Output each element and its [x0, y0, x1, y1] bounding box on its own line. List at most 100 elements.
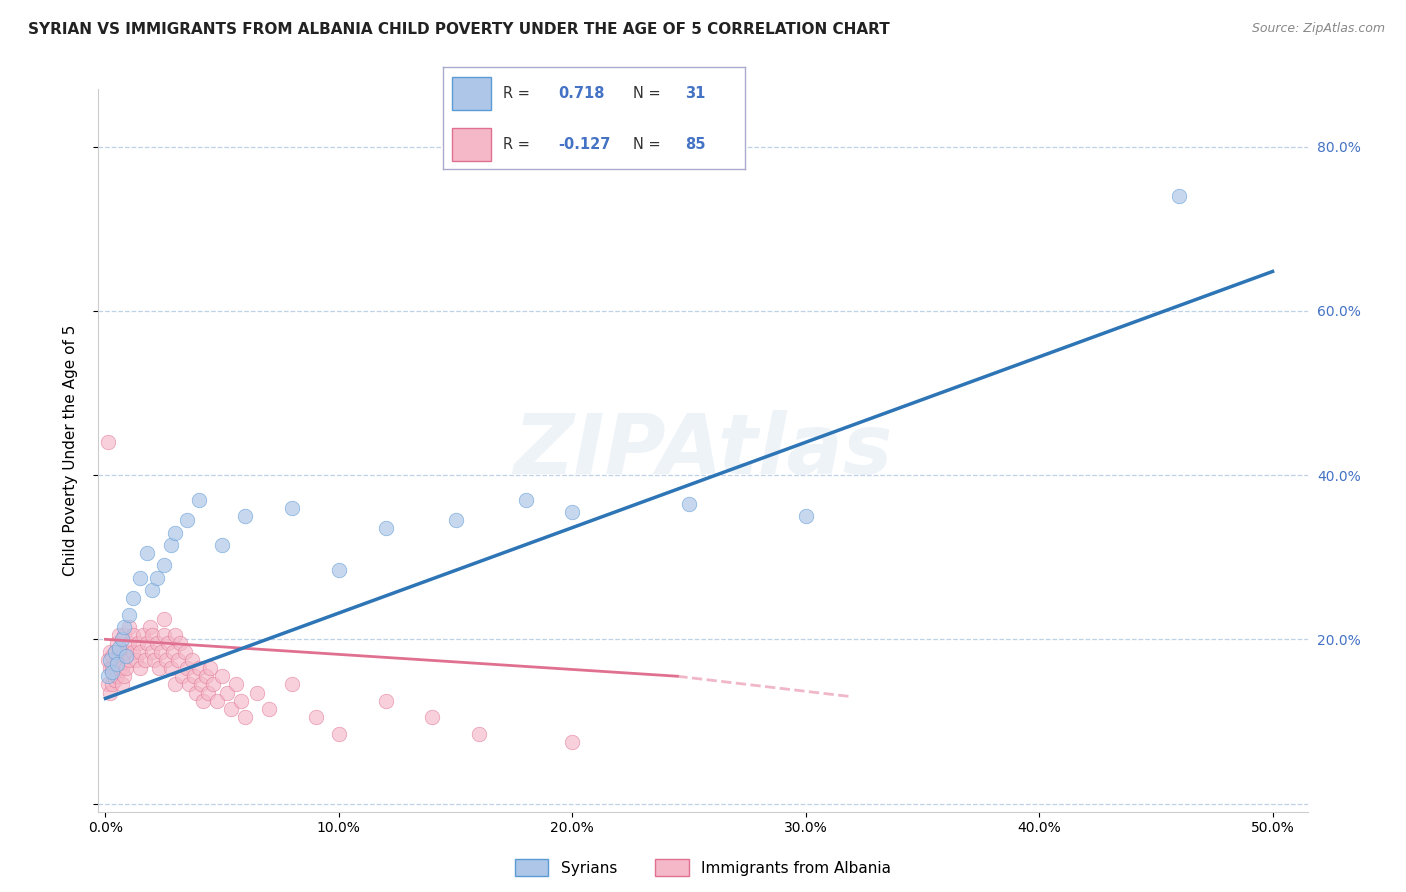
Point — [105, 669, 128, 683]
Point — [221, 702, 243, 716]
Point — [211, 538, 233, 552]
Point — [159, 538, 181, 552]
Point — [112, 628, 135, 642]
Point — [115, 648, 138, 663]
Point — [794, 509, 817, 524]
Point — [201, 677, 224, 691]
Point — [187, 661, 209, 675]
Point — [211, 669, 233, 683]
Point — [112, 669, 135, 683]
Point — [200, 661, 222, 675]
Point — [176, 513, 198, 527]
Point — [148, 661, 170, 675]
Text: 0.718: 0.718 — [558, 86, 605, 101]
Point — [246, 686, 269, 700]
Point — [235, 710, 257, 724]
Point — [118, 636, 141, 650]
Point — [112, 645, 135, 659]
Point — [108, 628, 131, 642]
Point — [374, 694, 396, 708]
Point — [187, 492, 209, 507]
Point — [304, 710, 326, 724]
Point — [190, 677, 212, 691]
Text: ZIPAtlas: ZIPAtlas — [513, 410, 893, 491]
Point — [374, 521, 396, 535]
Point — [136, 636, 159, 650]
Point — [118, 620, 141, 634]
Point — [118, 607, 141, 622]
Text: Source: ZipAtlas.com: Source: ZipAtlas.com — [1251, 22, 1385, 36]
Point — [159, 661, 181, 675]
Point — [193, 694, 215, 708]
Point — [101, 661, 124, 675]
Point — [108, 645, 131, 659]
Point — [129, 645, 152, 659]
Point — [97, 435, 120, 450]
Point — [225, 677, 247, 691]
Point — [169, 636, 191, 650]
Text: N =: N = — [633, 137, 661, 153]
Text: SYRIAN VS IMMIGRANTS FROM ALBANIA CHILD POVERTY UNDER THE AGE OF 5 CORRELATION C: SYRIAN VS IMMIGRANTS FROM ALBANIA CHILD … — [28, 22, 890, 37]
Point — [115, 645, 138, 659]
Text: N =: N = — [633, 86, 661, 101]
Point — [183, 669, 205, 683]
Point — [122, 645, 145, 659]
Point — [197, 686, 219, 700]
Point — [118, 653, 141, 667]
Point — [108, 640, 131, 655]
Point — [155, 653, 177, 667]
Point — [165, 525, 187, 540]
Point — [105, 657, 128, 671]
Point — [97, 677, 120, 691]
Point — [166, 653, 188, 667]
Point — [150, 645, 173, 659]
Point — [152, 628, 174, 642]
Point — [176, 661, 198, 675]
Point — [468, 727, 491, 741]
Point — [101, 677, 124, 691]
Point — [111, 661, 134, 675]
Point — [146, 571, 169, 585]
Point — [186, 686, 208, 700]
Point — [172, 669, 194, 683]
Point — [104, 673, 127, 688]
Point — [561, 735, 583, 749]
Point — [97, 653, 120, 667]
Point — [104, 645, 127, 659]
Point — [98, 653, 121, 667]
Point — [152, 558, 174, 573]
Text: -0.127: -0.127 — [558, 137, 610, 153]
Point — [165, 677, 187, 691]
Point — [136, 546, 159, 560]
Point — [444, 513, 467, 527]
Point — [101, 665, 124, 680]
Point — [157, 636, 180, 650]
Point — [122, 591, 145, 606]
Point — [129, 571, 152, 585]
Point — [115, 661, 138, 675]
Point — [141, 582, 163, 597]
Point — [143, 653, 166, 667]
Point — [165, 628, 187, 642]
Point — [129, 661, 152, 675]
Point — [97, 669, 120, 683]
Point — [515, 492, 537, 507]
Text: 85: 85 — [685, 137, 706, 153]
Text: R =: R = — [503, 137, 530, 153]
Point — [104, 645, 127, 659]
Point — [678, 497, 700, 511]
Point — [257, 702, 280, 716]
Point — [98, 686, 121, 700]
Point — [111, 632, 134, 647]
Point — [108, 661, 131, 675]
Point — [104, 661, 127, 675]
Y-axis label: Child Poverty Under the Age of 5: Child Poverty Under the Age of 5 — [63, 325, 77, 576]
Point — [235, 509, 257, 524]
Bar — [451, 77, 491, 110]
Point — [141, 628, 163, 642]
Point — [215, 686, 238, 700]
Point — [101, 648, 124, 663]
Point — [134, 653, 156, 667]
Point — [152, 612, 174, 626]
Point — [105, 636, 128, 650]
